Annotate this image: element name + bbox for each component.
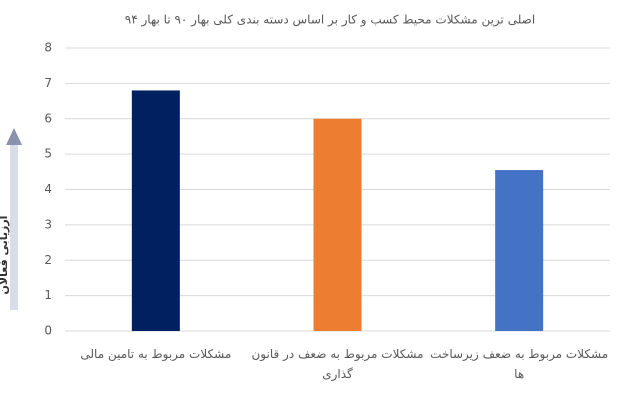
y-tick-label: 0 <box>44 324 52 338</box>
y-tick-label: 1 <box>44 288 52 302</box>
y-tick-label: 5 <box>44 147 52 161</box>
y-tick-label: 4 <box>44 182 52 196</box>
x-tick-label: مشکلات مربوط به ضعف زیرساخت ها <box>430 347 609 381</box>
bar <box>313 118 362 331</box>
y-axis-label: ارزیابی فعالان <box>0 216 10 295</box>
bar <box>495 170 544 331</box>
x-tick-label-box: مشکلات مربوط به تامین مالی <box>80 347 232 361</box>
x-tick-label: مشکلات مربوط به تامین مالی <box>80 347 232 361</box>
y-tick-label: 7 <box>44 76 52 90</box>
chart-title: اصلی ترین مشکلات محیط کسب و کار بر اساس … <box>125 13 535 28</box>
bar <box>131 90 180 331</box>
y-tick-label: 2 <box>44 253 52 267</box>
x-tick-label: مشکلات مربوط به ضعف در قانون گذاری <box>251 347 424 381</box>
y-tick-label: 6 <box>44 111 52 125</box>
arrow-head <box>6 128 22 145</box>
y-tick-label: 3 <box>44 217 52 231</box>
arrow-shaft <box>10 145 18 310</box>
y-tick-label: 8 <box>44 41 52 55</box>
x-tick-label-box: مشکلات مربوط به ضعف زیرساخت ها <box>430 347 609 381</box>
y-axis-arrow <box>6 128 22 310</box>
x-tick-label-box: مشکلات مربوط به ضعف در قانون گذاری <box>251 347 424 381</box>
